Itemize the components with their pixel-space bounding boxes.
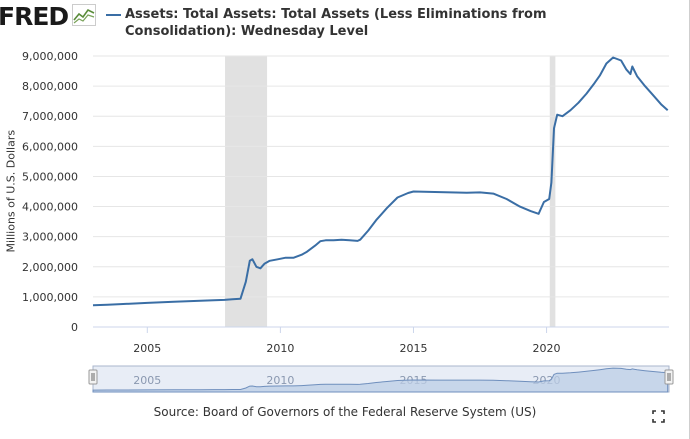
y-tick-label: 7,000,000 <box>22 110 78 123</box>
navigator-tick-label: 2010 <box>266 374 294 387</box>
y-tick-label: 3,000,000 <box>22 231 78 244</box>
navigator-left-handle[interactable] <box>88 369 98 385</box>
y-tick-label: 8,000,000 <box>22 80 78 93</box>
y-tick-label: 5,000,000 <box>22 170 78 183</box>
x-tick-label: 2015 <box>399 342 427 355</box>
x-tick-label: 2020 <box>533 342 561 355</box>
series-legend-swatch <box>106 14 121 16</box>
fullscreen-icon[interactable] <box>652 410 665 423</box>
recession-band-0 <box>225 56 268 327</box>
source-text: Source: Board of Governors of the Federa… <box>153 405 537 419</box>
grid-lines <box>93 55 669 298</box>
x-tick-label: 2010 <box>266 342 294 355</box>
navigator-right-handle[interactable] <box>664 369 674 385</box>
navigator-tick-label: 2005 <box>133 374 161 387</box>
x-tick-label: 2005 <box>133 342 161 355</box>
fred-logo[interactable]: FRED <box>0 2 69 31</box>
chart-area: 0 1,000,000 2,000,000 3,000,000 4,000,000 5,0… <box>22 50 674 393</box>
y-tick-label: 9,000,000 <box>22 50 78 63</box>
series-layer <box>92 56 669 307</box>
y-tick-label: 0 <box>71 321 78 334</box>
x-tick-labels: 2005 2010 2015 2020 <box>93 326 669 355</box>
y-tick-labels: 0 1,000,000 2,000,000 3,000,000 4,000,000 5,0… <box>22 50 78 334</box>
fred-graph-icon <box>72 4 96 26</box>
y-tick-label: 2,000,000 <box>22 261 78 274</box>
navigator-series-0 <box>92 367 669 393</box>
chart-title: Assets: Total Assets: Total Assets (Less… <box>125 7 547 39</box>
series-line-0 <box>92 56 669 307</box>
y-tick-label: 6,000,000 <box>22 140 78 153</box>
plot-background <box>93 56 669 327</box>
y-tick-label: 1,000,000 <box>22 291 78 304</box>
recession-band-1 <box>549 56 556 327</box>
y-tick-label: 4,000,000 <box>22 201 78 214</box>
